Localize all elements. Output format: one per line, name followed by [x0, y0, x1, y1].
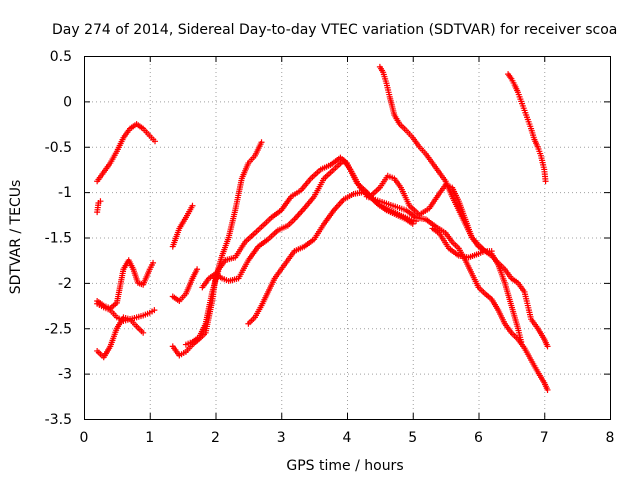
data-point-arc-1	[97, 198, 104, 205]
y-tick-label: -1	[58, 185, 72, 201]
data-point-arc-2	[152, 138, 159, 145]
plot-frame	[84, 56, 611, 420]
data-points	[94, 63, 551, 393]
x-tick-label: 2	[211, 430, 220, 446]
y-tick-label: -0.5	[45, 140, 72, 156]
x-tick-label: 7	[540, 430, 549, 446]
y-tick-labels: -3.5 -3 -2.5 -2 -1.5 -1 -0.5 0 0.5	[45, 49, 72, 428]
y-tick-label: 0.5	[50, 49, 72, 65]
x-tick-label: 0	[80, 430, 89, 446]
y-tick-label: -2.5	[45, 321, 72, 337]
x-tick-label: 6	[474, 430, 483, 446]
y-tick-label: -2	[58, 276, 72, 292]
x-tick-labels: 0 1 2 3 4 5 6 7 8	[80, 430, 615, 446]
data-point-arc-12	[544, 343, 551, 350]
y-tick-label: -3.5	[45, 412, 72, 428]
x-tick-label: 8	[606, 430, 615, 446]
x-tick-label: 5	[408, 430, 417, 446]
data-point-arc-9	[409, 220, 416, 227]
data-point-arc-15	[542, 178, 549, 185]
axis-ticks	[84, 56, 611, 420]
data-point-arc-13	[544, 386, 551, 393]
x-axis-label: GPS time / hours	[286, 458, 403, 474]
data-point-arc-8	[258, 139, 265, 146]
y-axis-label: SDTVAR / TECUs	[8, 180, 24, 295]
data-point-arc-4	[151, 307, 158, 314]
x-tick-label: 3	[277, 430, 286, 446]
x-tick-label: 4	[343, 430, 352, 446]
y-tick-label: -1.5	[45, 231, 72, 247]
y-tick-label: -3	[58, 367, 72, 383]
x-tick-label: 1	[145, 430, 154, 446]
grid	[84, 56, 610, 419]
data-point-arc-5	[140, 329, 147, 336]
data-point-arc-3	[150, 259, 157, 266]
chart-title: Day 274 of 2014, Sidereal Day-to-day VTE…	[52, 22, 617, 38]
data-point-arc-7	[194, 266, 201, 273]
data-point-arc-6	[189, 202, 196, 209]
data-point-arc-14	[518, 338, 525, 345]
y-tick-label: 0	[63, 94, 72, 110]
